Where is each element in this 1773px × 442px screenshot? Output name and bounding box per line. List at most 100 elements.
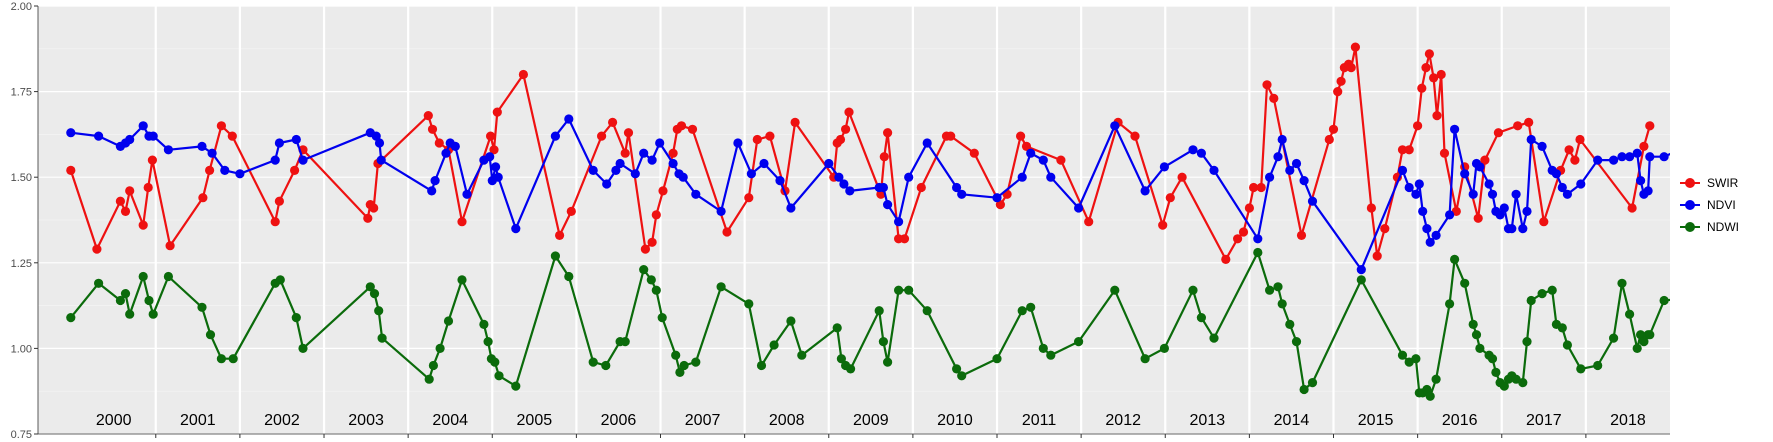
ndvi-point	[1617, 152, 1627, 162]
year-label: 2007	[685, 412, 721, 429]
swir-point	[597, 131, 607, 141]
swir-point	[1016, 131, 1026, 141]
ndwi-point	[216, 354, 226, 364]
ndwi-point	[1422, 384, 1432, 395]
ndvi-point	[1273, 152, 1283, 162]
swir-point	[1021, 141, 1032, 151]
legend: SWIR NDVI NDWI	[1680, 176, 1739, 234]
year-label: 2002	[264, 412, 300, 429]
ndvi-point	[1026, 148, 1036, 158]
ndwi-point	[1557, 323, 1567, 333]
ndwi-point	[639, 265, 649, 275]
ndvi-point	[602, 179, 612, 189]
legend-key-point-swir	[1685, 178, 1695, 188]
swir-point	[883, 128, 893, 138]
ndwi-point	[1445, 299, 1455, 309]
ndwi-point	[1110, 285, 1120, 295]
ndwi-point	[275, 275, 285, 285]
y-tick-label: 0.75	[11, 429, 32, 441]
ndvi-point	[1285, 165, 1295, 175]
ndvi-point	[1632, 148, 1642, 158]
ndvi-point	[376, 155, 386, 165]
ndvi-point	[588, 165, 598, 175]
ndwi-point	[1499, 381, 1509, 391]
ndwi-point	[671, 350, 681, 360]
swir-point	[555, 230, 565, 240]
swir-point	[423, 111, 433, 121]
ndwi-point	[148, 309, 158, 319]
ndvi-point	[138, 121, 148, 131]
ndvi-point	[1404, 182, 1414, 193]
ndvi-point	[1484, 179, 1494, 189]
ndvi-point	[1411, 189, 1421, 199]
ndwi-point	[1699, 358, 1708, 367]
y-tick-label: 2.00	[11, 1, 32, 13]
ndwi-point	[550, 251, 561, 261]
ndvi-point	[1253, 234, 1263, 244]
swir-point	[1158, 220, 1168, 230]
swir-point	[1473, 213, 1483, 223]
swir-point	[1324, 134, 1334, 145]
ndvi-point	[1522, 206, 1532, 216]
swir-point	[205, 165, 215, 175]
ndvi-point	[1460, 169, 1470, 179]
ndwi-point	[957, 371, 967, 381]
ndwi-point	[874, 306, 884, 316]
year-labels: 2000 2001 2002 2003 2004 2005 2006 2007 2008 2009…	[96, 412, 1646, 429]
ndvi-point	[427, 186, 437, 196]
swir-point	[946, 131, 956, 141]
swir-point	[1429, 73, 1439, 83]
swir-point	[165, 241, 175, 251]
ndwi-point	[1285, 319, 1295, 329]
ndvi-point	[207, 148, 217, 158]
swir-point	[1328, 124, 1339, 134]
swir-point	[1296, 230, 1307, 240]
ndvi-point	[550, 131, 561, 141]
ndvi-point	[952, 182, 962, 193]
year-label: 2012	[1105, 412, 1141, 429]
ndwi-point	[1537, 289, 1547, 299]
ndvi-point	[1140, 186, 1150, 196]
ndwi-point	[1026, 302, 1036, 312]
swir-point	[1627, 203, 1637, 213]
ndwi-point	[1074, 337, 1084, 347]
swir-point	[647, 237, 657, 247]
ndwi-point	[374, 306, 384, 316]
ndwi-point	[365, 282, 375, 292]
ndvi-point	[1414, 179, 1424, 189]
ndvi-point	[1196, 148, 1206, 158]
swir-point	[640, 244, 651, 254]
ndvi-point	[1643, 186, 1653, 196]
swir-point	[676, 121, 687, 131]
ndvi-point	[564, 114, 574, 124]
swir-point	[835, 134, 846, 145]
ndvi-point	[491, 162, 501, 172]
ndvi-point	[1425, 237, 1435, 247]
ndvi-point	[274, 138, 284, 148]
ndvi-point	[639, 148, 649, 158]
ndwi-point	[1475, 343, 1485, 353]
swir-point	[1413, 121, 1423, 131]
ndwi-point	[992, 354, 1002, 364]
ndvi-point	[845, 186, 855, 196]
swir-point	[147, 155, 157, 165]
ndwi-point	[1291, 337, 1302, 347]
ndvi-point	[1645, 152, 1655, 162]
swir-point	[1130, 131, 1140, 141]
ndwi-point	[291, 313, 301, 323]
swir-point	[668, 148, 678, 158]
swir-point	[1564, 145, 1574, 155]
swir-point	[1480, 155, 1490, 165]
swir-point	[274, 196, 284, 206]
year-label: 2004	[432, 412, 468, 429]
ndvi-point	[511, 224, 521, 234]
swir-point	[844, 107, 854, 117]
ndwi-point	[138, 271, 148, 282]
ndwi-point	[1468, 319, 1478, 329]
ndvi-point	[922, 138, 932, 148]
ndwi-point	[657, 313, 667, 323]
ndvi-point	[878, 182, 889, 193]
swir-point	[434, 138, 444, 148]
ndvi-point	[1487, 189, 1498, 199]
ndwi-point	[377, 333, 387, 343]
